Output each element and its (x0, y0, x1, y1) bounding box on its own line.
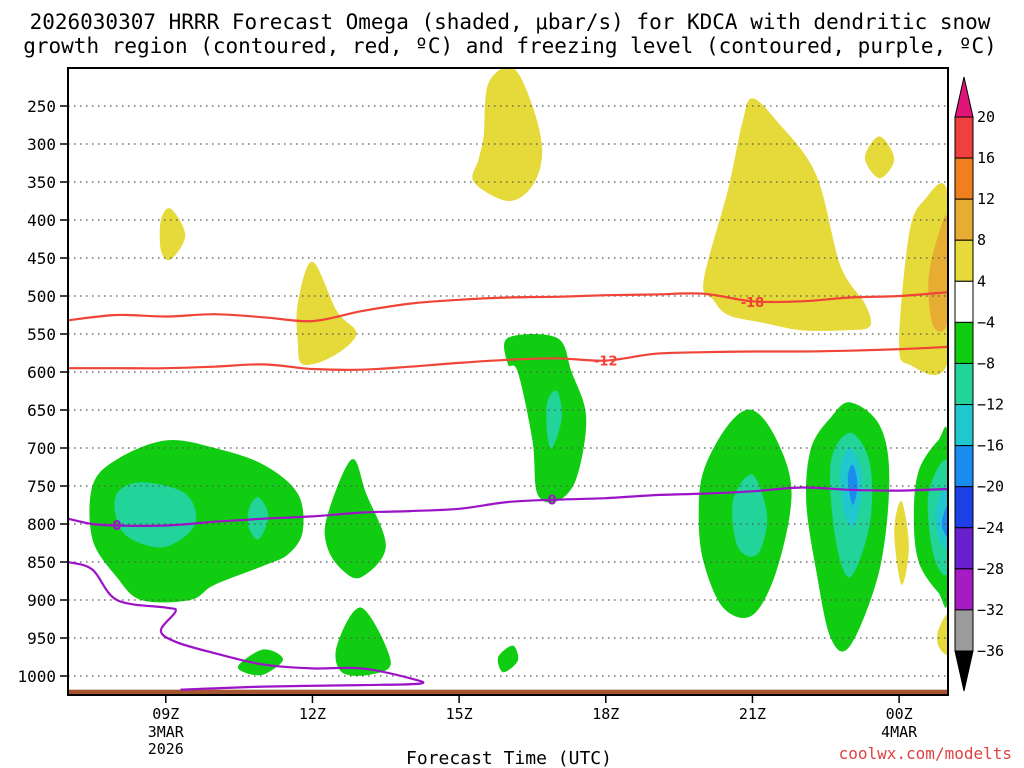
xtick-label-21Z: 21Z (739, 705, 766, 723)
omega-region-upward-yellow-3 (296, 261, 357, 366)
colorbar-band--24--20 (954, 486, 974, 529)
contour-freezing-level-low (68, 560, 425, 691)
contour-label-freezing-level-low: 0 (547, 494, 556, 509)
omega-region-upward-yellow-8 (937, 614, 948, 655)
omega-region-upward-yellow-7 (894, 500, 909, 585)
contour-lines (68, 291, 948, 691)
omega-region-sinking-green-3 (335, 607, 391, 676)
colorbar-label: −32 (977, 601, 1004, 619)
colorbar-label: 20 (977, 108, 995, 126)
xtick-label-12Z: 12Z (299, 705, 326, 723)
colorbar-label: −8 (977, 354, 995, 372)
ytick-label-1000: 1000 (17, 667, 56, 686)
omega-region-sinking-blue-5 (847, 464, 858, 506)
omega-region-sinking-green-6 (504, 333, 587, 503)
omega-region-upward-yellow-2 (159, 208, 186, 261)
chart-title-line1: 2026030307 HRRR Forecast Omega (shaded, … (30, 10, 991, 34)
omega-region-sinking-green-5 (497, 645, 519, 673)
omega-region-upward-orange-1 (928, 215, 948, 332)
ytick-label-700: 700 (27, 439, 56, 458)
omega-region-sinking-teal-3 (546, 390, 562, 449)
omega-region-sinking-green-2 (324, 458, 386, 579)
ytick-label-450: 450 (27, 249, 56, 268)
colorbar-label: −4 (977, 313, 995, 331)
xtick-label-18Z: 18Z (592, 705, 619, 723)
colorbar-label: −28 (977, 560, 1004, 578)
colorbar-top-arrow (954, 76, 974, 118)
colorbar-label: −24 (977, 519, 1004, 537)
omega-region-upward-yellow-4 (703, 98, 872, 331)
omega-region-sinking-green-4 (237, 649, 284, 676)
ytick-label-850: 850 (27, 553, 56, 572)
colorbar-label: −12 (977, 396, 1004, 414)
ytick-label-250: 250 (27, 97, 56, 116)
ytick-label-650: 650 (27, 401, 56, 420)
colorbar-label: 16 (977, 149, 995, 167)
colorbar-bottom-arrow (954, 650, 974, 692)
colorbar-band--28--24 (954, 527, 974, 570)
colorbar-band-12-16 (954, 157, 974, 200)
pressure-axis: 250 300 350 400 450 500 550 600 650 700 750 800 850 9… (17, 97, 68, 686)
contour-freezing-level (68, 486, 948, 527)
colorbar-band--20--16 (954, 445, 974, 488)
colorbar-label: −16 (977, 437, 1004, 455)
colorbar-band--36--32 (954, 609, 974, 652)
xtick-label-15Z: 15Z (446, 705, 473, 723)
colorbar-label: −36 (977, 642, 1004, 660)
xtick-label-00Z: 00Z (886, 705, 913, 723)
contour-label-dgz-minus18: -18 (741, 296, 765, 311)
contour-labels: -18 -12 0 0 (112, 296, 765, 534)
ground-band (68, 689, 948, 695)
plot-frame (67, 67, 949, 696)
omega-region-sinking-green-1 (89, 440, 304, 603)
xtick-date: 3MAR (148, 723, 185, 741)
colorbar-band--12--8 (954, 362, 974, 406)
colorbar-band--4-4 (954, 280, 974, 323)
ytick-label-550: 550 (27, 325, 56, 344)
x-axis-label: Forecast Time (UTC) (406, 748, 612, 768)
ytick-label-350: 350 (27, 173, 56, 192)
ytick-label-900: 900 (27, 591, 56, 610)
pressure-gridlines (68, 105, 948, 677)
chart-title-line2: growth region (contoured, red, ºC) and f… (23, 34, 997, 58)
omega-region-sinking-teal-4 (732, 474, 768, 557)
colorbar-band--16--12 (954, 404, 974, 447)
colorbar-label: 8 (977, 231, 986, 249)
ytick-label-950: 950 (27, 629, 56, 648)
ground-layer (68, 689, 948, 695)
colorbar-band-4-8 (954, 239, 974, 282)
colorbar-label: 12 (977, 190, 995, 208)
colorbar-band--32--28 (954, 568, 974, 611)
xtick-date: 4MAR (881, 723, 918, 741)
omega-region-sinking-teal-1 (114, 482, 197, 548)
ytick-label-600: 600 (27, 363, 56, 382)
ytick-label-300: 300 (27, 135, 56, 154)
ytick-label-800: 800 (27, 515, 56, 534)
ytick-label-750: 750 (27, 477, 56, 496)
ytick-label-500: 500 (27, 287, 56, 306)
omega-region-sinking-blue-9 (941, 504, 948, 537)
colorbar-band-16-20 (954, 116, 974, 159)
contour-label-freezing-level: 0 (112, 519, 121, 534)
xtick-year: 2026 (148, 740, 184, 758)
watermark: coolwx.com/modelts (839, 744, 1012, 763)
colorbar: 20 16 12 8 4 −4 −8 −12 −16 −20 −24 −28 −32 −36 (954, 76, 1004, 692)
contour-dgz-minus18 (68, 291, 948, 323)
contour-dgz-minus12 (68, 345, 948, 371)
colorbar-band-8-12 (954, 198, 974, 241)
colorbar-label: −20 (977, 478, 1004, 496)
ytick-label-400: 400 (27, 211, 56, 230)
omega-region-upward-yellow-5 (864, 136, 895, 179)
xtick-label-09Z: 09Z (152, 705, 179, 723)
contour-label-dgz-minus12: -12 (594, 355, 618, 370)
colorbar-band--8--4 (954, 321, 974, 364)
omega-region-upward-yellow-1 (472, 68, 543, 202)
colorbar-label: 4 (977, 272, 986, 290)
